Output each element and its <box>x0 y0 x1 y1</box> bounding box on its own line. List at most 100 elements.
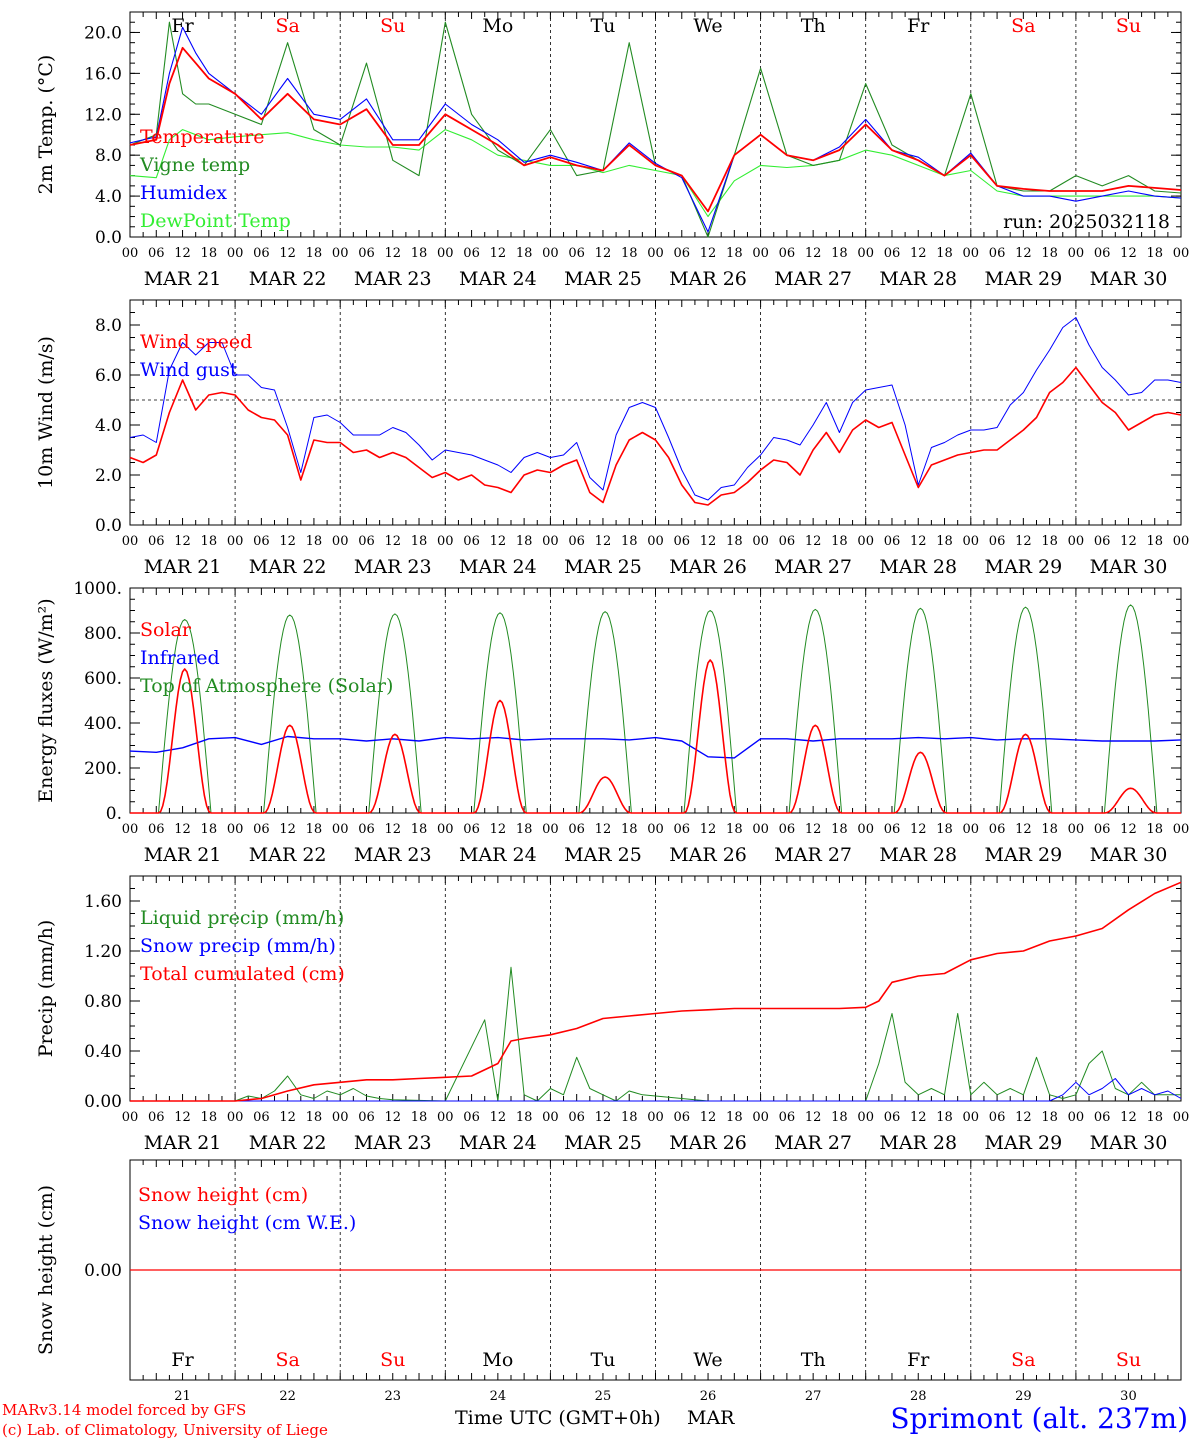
hour-tick-label: 18 <box>831 534 848 549</box>
hour-tick-label: 12 <box>490 534 507 549</box>
hour-tick-label: 18 <box>621 1110 638 1125</box>
hour-tick-label: 18 <box>306 1110 323 1125</box>
date-label: MAR 21 <box>144 268 222 290</box>
panel-frame <box>129 299 1182 526</box>
station-label: Sprimont (alt. 237m) <box>890 1402 1188 1435</box>
hour-tick-label: 00 <box>963 822 980 837</box>
hour-tick-label: 00 <box>752 822 769 837</box>
date-label: MAR 26 <box>669 268 747 290</box>
hour-tick-label: 12 <box>174 1110 191 1125</box>
weekday-label: Sa <box>1011 15 1035 37</box>
legend-entry: Temperature <box>140 126 264 148</box>
legend-entry: Liquid precip (mm/h) <box>140 907 344 929</box>
hour-tick-label: 12 <box>279 534 296 549</box>
hour-tick-label: 12 <box>1120 1110 1137 1125</box>
day-number-label: 23 <box>384 1389 401 1404</box>
hour-tick-label: 00 <box>332 822 349 837</box>
hour-tick-label: 00 <box>437 1110 454 1125</box>
footer: MARv3.14 model forced by GFS (c) Lab. of … <box>2 1401 1188 1439</box>
month-label: MAR <box>687 1407 735 1429</box>
hour-tick-label: 00 <box>857 534 874 549</box>
hour-tick-label: 00 <box>857 822 874 837</box>
weekday-label: Tu <box>590 15 615 37</box>
hour-tick-label: 00 <box>647 246 664 261</box>
weekday-label: We <box>693 15 722 37</box>
hour-tick-label: 00 <box>122 246 139 261</box>
date-label: MAR 27 <box>774 844 852 866</box>
hour-tick-label: 06 <box>674 246 691 261</box>
hour-tick-label: 18 <box>411 822 428 837</box>
hour-tick-label: 12 <box>490 822 507 837</box>
hour-tick-label: 18 <box>936 822 953 837</box>
date-label: MAR 23 <box>354 844 432 866</box>
y-tick-label: 0.40 <box>84 1042 122 1062</box>
weekday-label: Th <box>801 1349 826 1371</box>
panel-3: 0. 200. 400. 600. 800. 1000. Energy fluxes (W/… <box>35 579 1189 866</box>
date-label: MAR 28 <box>879 268 957 290</box>
hour-tick-label: 06 <box>148 1110 165 1125</box>
hour-tick-label: 12 <box>805 1110 822 1125</box>
hour-tick-label: 06 <box>358 822 375 837</box>
date-label: MAR 28 <box>879 1132 957 1154</box>
hour-tick-label: 12 <box>1015 822 1032 837</box>
hour-tick-label: 12 <box>700 246 717 261</box>
date-label: MAR 23 <box>354 268 432 290</box>
date-label: MAR 28 <box>879 844 957 866</box>
date-label: MAR 29 <box>984 844 1062 866</box>
hour-tick-label: 06 <box>1094 1110 1111 1125</box>
hour-tick-label: 06 <box>779 1110 796 1125</box>
hour-tick-label: 18 <box>201 246 218 261</box>
hour-tick-label: 06 <box>884 1110 901 1125</box>
hour-tick-label: 00 <box>647 822 664 837</box>
hour-tick-label: 18 <box>516 822 533 837</box>
hour-tick-label: 12 <box>700 822 717 837</box>
legend-entry: Wind gust <box>140 359 238 381</box>
legend-entry: Top of Atmosphere (Solar) <box>140 675 393 697</box>
date-label: MAR 29 <box>984 1132 1062 1154</box>
y-tick-label: 0. <box>106 804 122 824</box>
legend-entry: Snow precip (mm/h) <box>140 935 336 957</box>
hour-tick-label: 12 <box>910 1110 927 1125</box>
hour-tick-label: 06 <box>463 246 480 261</box>
day-number-label: 24 <box>490 1389 507 1404</box>
hour-tick-label: 00 <box>752 534 769 549</box>
weekday-label: Sa <box>275 15 299 37</box>
hour-tick-label: 06 <box>148 246 165 261</box>
hour-tick-label: 12 <box>1120 534 1137 549</box>
hour-tick-label: 18 <box>831 1110 848 1125</box>
hour-tick-label: 18 <box>1146 246 1163 261</box>
hour-tick-label: 18 <box>726 822 743 837</box>
hour-tick-label: 00 <box>1173 822 1190 837</box>
hour-tick-label: 12 <box>910 246 927 261</box>
hour-tick-label: 00 <box>122 1110 139 1125</box>
hour-tick-label: 00 <box>332 246 349 261</box>
hour-tick-label: 06 <box>1094 534 1111 549</box>
series-line <box>129 46 1182 213</box>
hour-tick-label: 00 <box>542 1110 559 1125</box>
hour-tick-label: 18 <box>411 1110 428 1125</box>
date-label: MAR 28 <box>879 556 957 578</box>
day-number-label: 25 <box>595 1389 612 1404</box>
hour-tick-label: 12 <box>700 534 717 549</box>
weekday-label: Mo <box>482 1349 513 1371</box>
legend-entry: Snow height (cm) <box>138 1184 308 1206</box>
weekday-label: Fr <box>171 15 194 37</box>
date-label: MAR 24 <box>459 1132 537 1154</box>
y-tick-label: 2.0 <box>95 466 122 486</box>
y-axis-label: 10m Wind (m/s) <box>35 336 57 489</box>
hour-tick-label: 00 <box>227 1110 244 1125</box>
hour-tick-label: 00 <box>1068 246 1085 261</box>
series-line <box>130 659 1181 814</box>
y-tick-label: 8.0 <box>95 146 122 166</box>
hour-tick-label: 12 <box>490 246 507 261</box>
date-label: MAR 24 <box>459 844 537 866</box>
hour-tick-label: 12 <box>595 1110 612 1125</box>
y-tick-label: 400. <box>84 714 122 734</box>
hour-tick-label: 06 <box>253 246 270 261</box>
hour-tick-label: 00 <box>1173 246 1190 261</box>
series-line <box>129 26 1182 233</box>
y-tick-label: 200. <box>84 759 122 779</box>
y-axis-label: 2m Temp. (°C) <box>35 55 57 195</box>
hour-tick-label: 18 <box>831 822 848 837</box>
date-label: MAR 25 <box>564 268 642 290</box>
